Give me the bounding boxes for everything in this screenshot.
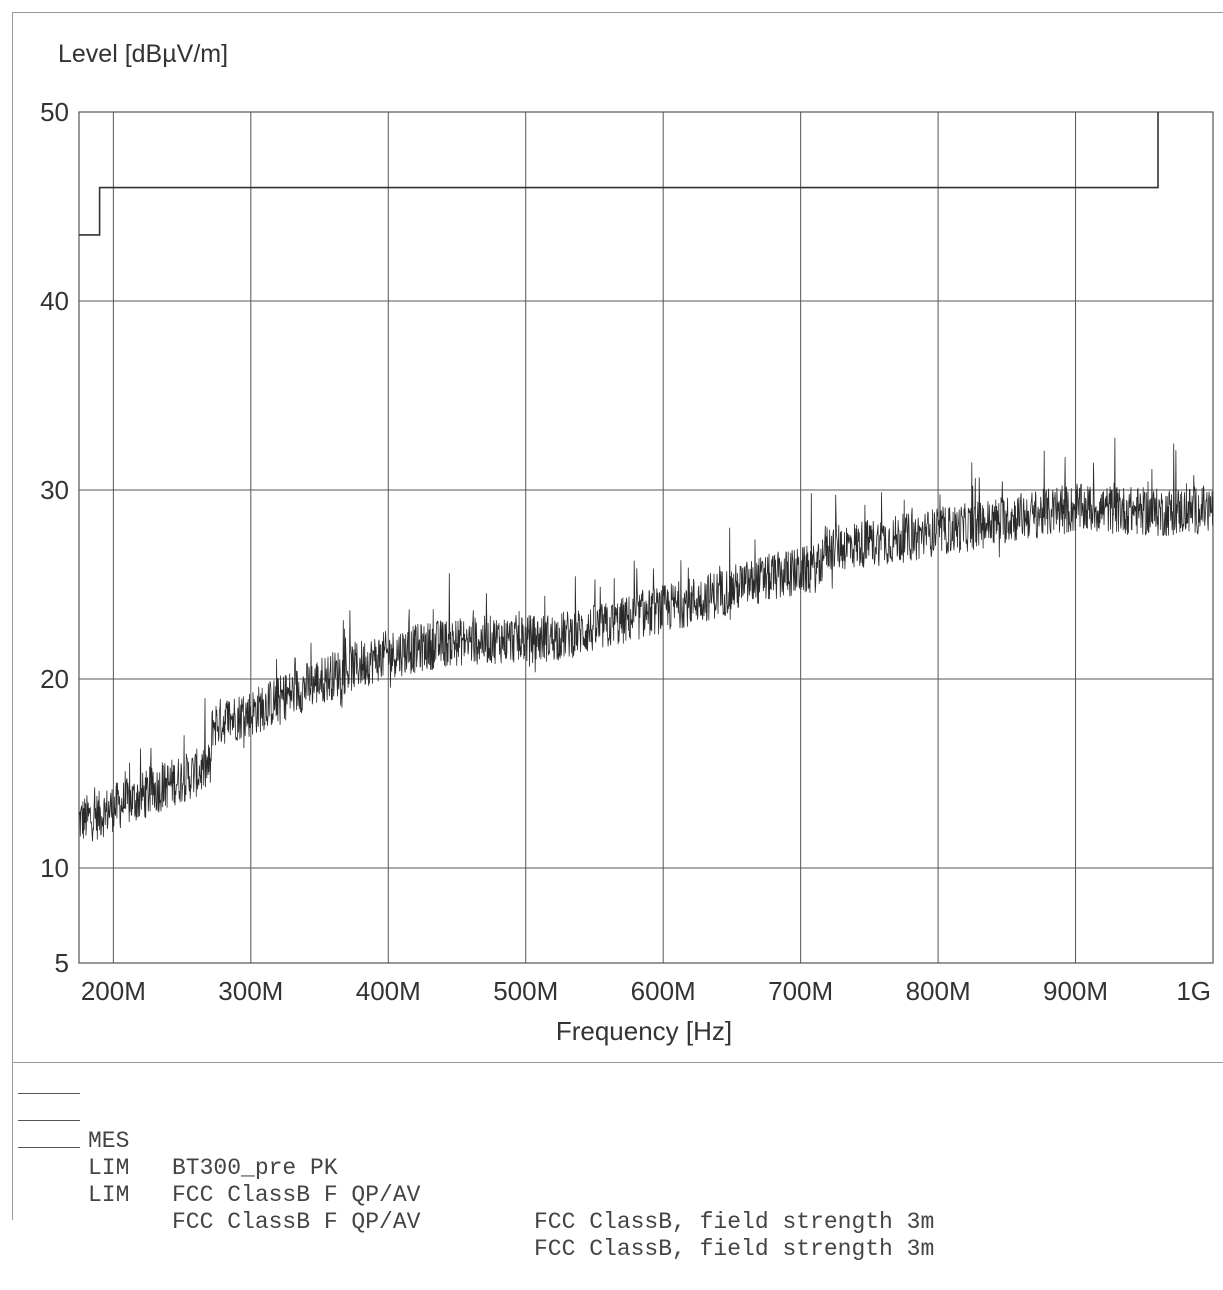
- legend-desc: FCC ClassB, field strength 3m: [534, 1236, 935, 1262]
- legend-row-limit-2: LIM FCC ClassB F QP/AV FCC ClassB, field…: [18, 1128, 934, 1262]
- legend: MES BT300_pre PK LIM FCC ClassB F QP/AV …: [18, 1074, 934, 1262]
- measurement-trace: [78, 437, 1214, 842]
- x-tick-label: 500M: [493, 976, 558, 1006]
- legend-row-limit-1: LIM FCC ClassB F QP/AV FCC ClassB, field…: [18, 1101, 934, 1235]
- legend-row-meas: MES BT300_pre PK: [18, 1074, 338, 1181]
- legend-desc: FCC ClassB, field strength 3m: [534, 1209, 935, 1235]
- x-tick-label: 400M: [356, 976, 421, 1006]
- y-tick-label: 50: [40, 97, 69, 127]
- legend-code: LIM: [88, 1182, 130, 1208]
- legend-separator: [12, 1062, 1223, 1063]
- y-tick-label: 40: [40, 286, 69, 316]
- legend-code: MES: [88, 1128, 130, 1154]
- legend-name: BT300_pre PK: [172, 1155, 338, 1181]
- x-tick-label: 200M: [81, 976, 146, 1006]
- legend-code: LIM: [88, 1155, 130, 1181]
- y-tick-label: 30: [40, 475, 69, 505]
- x-tick-label: 600M: [631, 976, 696, 1006]
- legend-line-swatch: [18, 1093, 80, 1094]
- legend-line-swatch: [18, 1147, 80, 1148]
- y-axis-title: Level [dBµV/m]: [58, 40, 228, 68]
- emission-chart: Level [dBµV/m] 50 40 30 20 10 5 200M 300M 400M 5…: [40, 40, 1214, 1046]
- x-tick-label: 300M: [218, 976, 283, 1006]
- x-tick-label: 700M: [768, 976, 833, 1006]
- legend-name: FCC ClassB F QP/AV: [172, 1209, 421, 1235]
- x-tick-label: 800M: [906, 976, 971, 1006]
- y-tick-label: 5: [55, 948, 69, 978]
- x-tick-label: 900M: [1043, 976, 1108, 1006]
- y-tick-label: 10: [40, 853, 69, 883]
- legend-name: FCC ClassB F QP/AV: [172, 1182, 421, 1208]
- limit-line: [79, 112, 1159, 236]
- chart-frame: [12, 12, 1223, 1220]
- plot-border: [78, 111, 1214, 964]
- x-axis-title: Frequency [Hz]: [556, 1016, 732, 1046]
- legend-line-swatch: [18, 1120, 80, 1121]
- x-tick-label: 1G: [1176, 976, 1211, 1006]
- y-tick-label: 20: [40, 664, 69, 694]
